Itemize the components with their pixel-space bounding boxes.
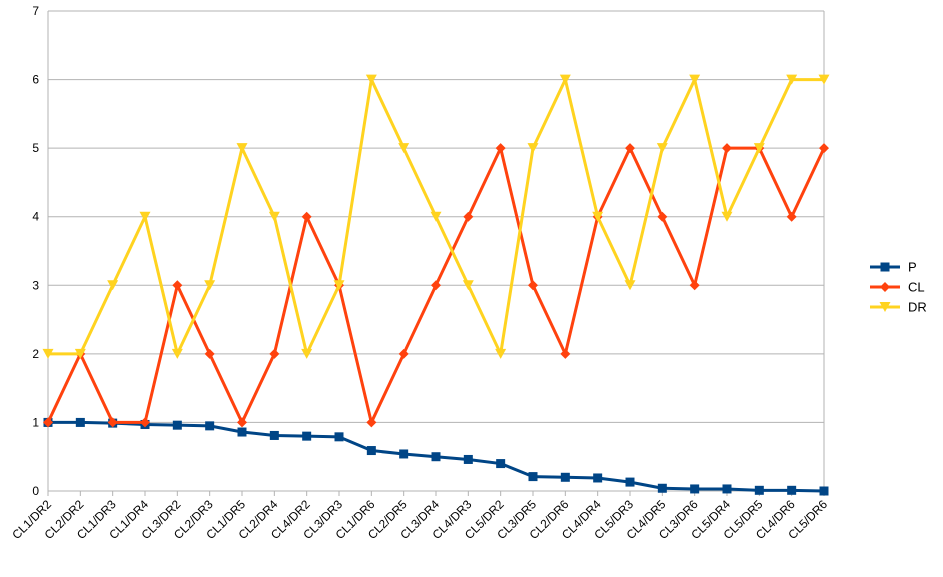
data-point-dr <box>268 211 280 222</box>
data-point-cl <box>366 417 377 428</box>
data-point-cl <box>495 143 506 154</box>
data-point-dr <box>656 143 668 154</box>
legend-marker-p <box>880 262 890 272</box>
legend: P CL DR <box>870 260 927 315</box>
data-point-dr <box>559 74 571 85</box>
series-dr <box>42 74 830 359</box>
data-point-cl <box>140 417 150 428</box>
data-point-dr <box>624 280 636 291</box>
y-tick-label: 4 <box>32 210 39 224</box>
grid-lines <box>48 10 824 492</box>
data-point-dr <box>74 348 86 359</box>
data-point-p <box>754 485 764 495</box>
data-point-cl <box>43 417 53 428</box>
series-p <box>43 417 829 496</box>
data-point-cl <box>237 417 247 428</box>
legend-label-p: P <box>908 260 917 275</box>
data-point-p <box>172 420 182 430</box>
data-point-cl <box>204 348 215 359</box>
data-point-cl <box>301 211 312 222</box>
series-group <box>42 74 830 496</box>
data-point-p <box>431 452 441 462</box>
data-point-cl <box>657 211 668 222</box>
legend-item-cl: CL <box>870 280 925 295</box>
data-point-cl <box>819 143 829 154</box>
legend-label-dr: DR <box>908 300 927 315</box>
data-point-dr <box>236 143 248 154</box>
data-point-cl <box>560 348 571 359</box>
data-point-dr <box>592 211 604 222</box>
data-point-cl <box>528 280 538 291</box>
data-point-p <box>269 430 279 440</box>
data-point-dr <box>107 280 119 291</box>
data-point-dr <box>365 74 377 85</box>
data-point-p <box>334 432 344 442</box>
data-point-dr <box>171 348 183 359</box>
axes: 01234567CL1/DR2CL2/DR2CL1/DR3CL1/DR4CL3/… <box>9 4 830 542</box>
legend-marker-dr <box>879 302 891 312</box>
y-tick-label: 7 <box>32 4 39 18</box>
data-point-dr <box>301 348 313 359</box>
data-point-p <box>657 483 667 493</box>
data-point-cl <box>269 348 280 359</box>
data-point-dr <box>753 143 765 154</box>
y-tick-label: 6 <box>32 73 39 87</box>
y-tick-label: 5 <box>32 141 39 155</box>
y-tick-label: 1 <box>32 415 39 429</box>
data-point-cl <box>431 280 441 291</box>
data-point-p <box>237 427 247 437</box>
legend-item-p: P <box>870 260 917 275</box>
data-point-dr <box>139 211 151 222</box>
data-point-dr <box>398 143 410 154</box>
data-point-p <box>399 449 409 459</box>
data-point-dr <box>721 211 733 222</box>
data-point-p <box>463 454 473 464</box>
legend-marker-cl <box>880 282 890 292</box>
data-point-dr <box>689 74 701 85</box>
y-tick-label: 0 <box>32 484 39 498</box>
data-point-dr <box>462 280 474 291</box>
y-tick-label: 2 <box>32 347 39 361</box>
y-tick-label: 3 <box>32 278 39 292</box>
data-point-dr <box>430 211 442 222</box>
data-point-p <box>722 484 732 494</box>
data-point-dr <box>42 348 54 359</box>
data-point-cl <box>107 417 118 428</box>
data-point-dr <box>786 74 798 85</box>
data-point-p <box>366 446 376 456</box>
data-point-p <box>205 421 215 431</box>
data-point-p <box>787 485 797 495</box>
legend-label-cl: CL <box>908 280 925 295</box>
legend-item-dr: DR <box>870 300 927 315</box>
data-point-p <box>302 431 312 441</box>
data-point-dr <box>204 280 216 291</box>
data-point-cl <box>722 143 732 154</box>
data-point-p <box>75 417 85 427</box>
data-point-cl <box>172 280 183 291</box>
data-point-p <box>819 486 829 496</box>
data-point-cl <box>625 143 635 154</box>
data-point-p <box>496 459 506 469</box>
data-point-cl <box>689 280 700 291</box>
data-point-cl <box>786 211 797 222</box>
data-point-cl <box>398 348 409 359</box>
data-point-p <box>560 472 570 482</box>
data-point-p <box>690 484 700 494</box>
data-point-dr <box>527 143 539 154</box>
data-point-cl <box>463 211 474 222</box>
data-point-p <box>625 477 635 487</box>
data-point-dr <box>818 74 830 85</box>
data-point-p <box>528 472 538 482</box>
data-point-dr <box>333 280 345 291</box>
data-point-p <box>593 473 603 483</box>
data-point-dr <box>495 348 507 359</box>
